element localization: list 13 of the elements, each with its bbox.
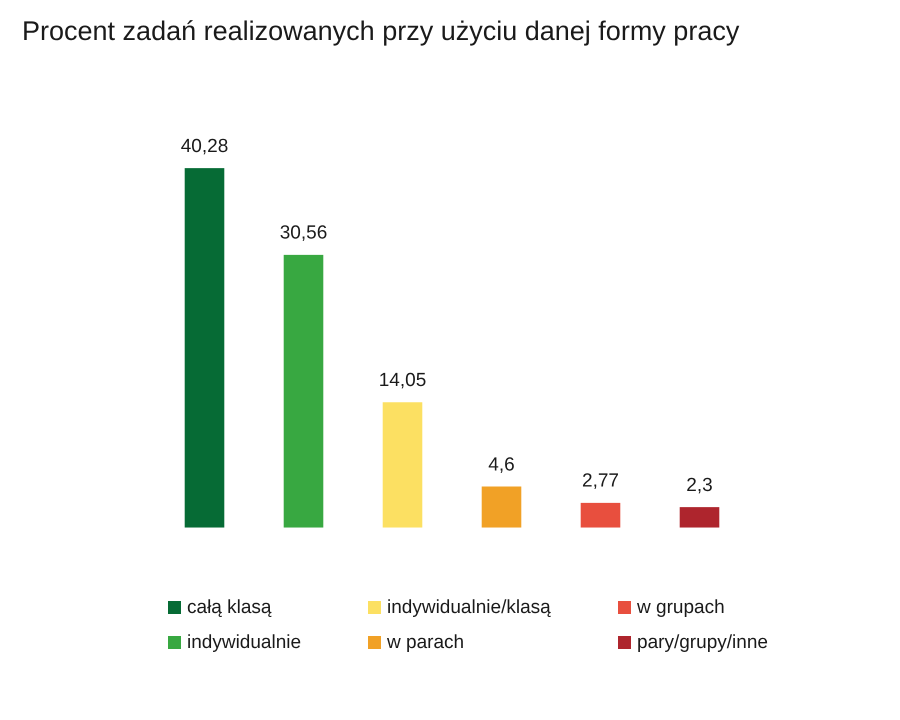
legend-label: w grupach xyxy=(637,596,725,618)
legend-label: całą klasą xyxy=(187,596,272,618)
chart-title: Procent zadań realizowanych przy użyciu danej formy pracy xyxy=(22,16,740,47)
legend-label: pary/grupy/inne xyxy=(637,632,768,654)
data-label: 4,6 xyxy=(488,454,515,476)
legend-label: indywidualnie/klasą xyxy=(387,596,551,618)
data-label: 14,05 xyxy=(378,370,426,391)
legend-label: indywidualnie xyxy=(187,632,302,654)
data-label: 30,56 xyxy=(280,222,328,244)
data-label: 2,77 xyxy=(582,470,619,492)
data-label: 2,3 xyxy=(686,474,713,496)
legend-label: w parach xyxy=(387,632,464,654)
data-label: 40,28 xyxy=(180,136,228,157)
